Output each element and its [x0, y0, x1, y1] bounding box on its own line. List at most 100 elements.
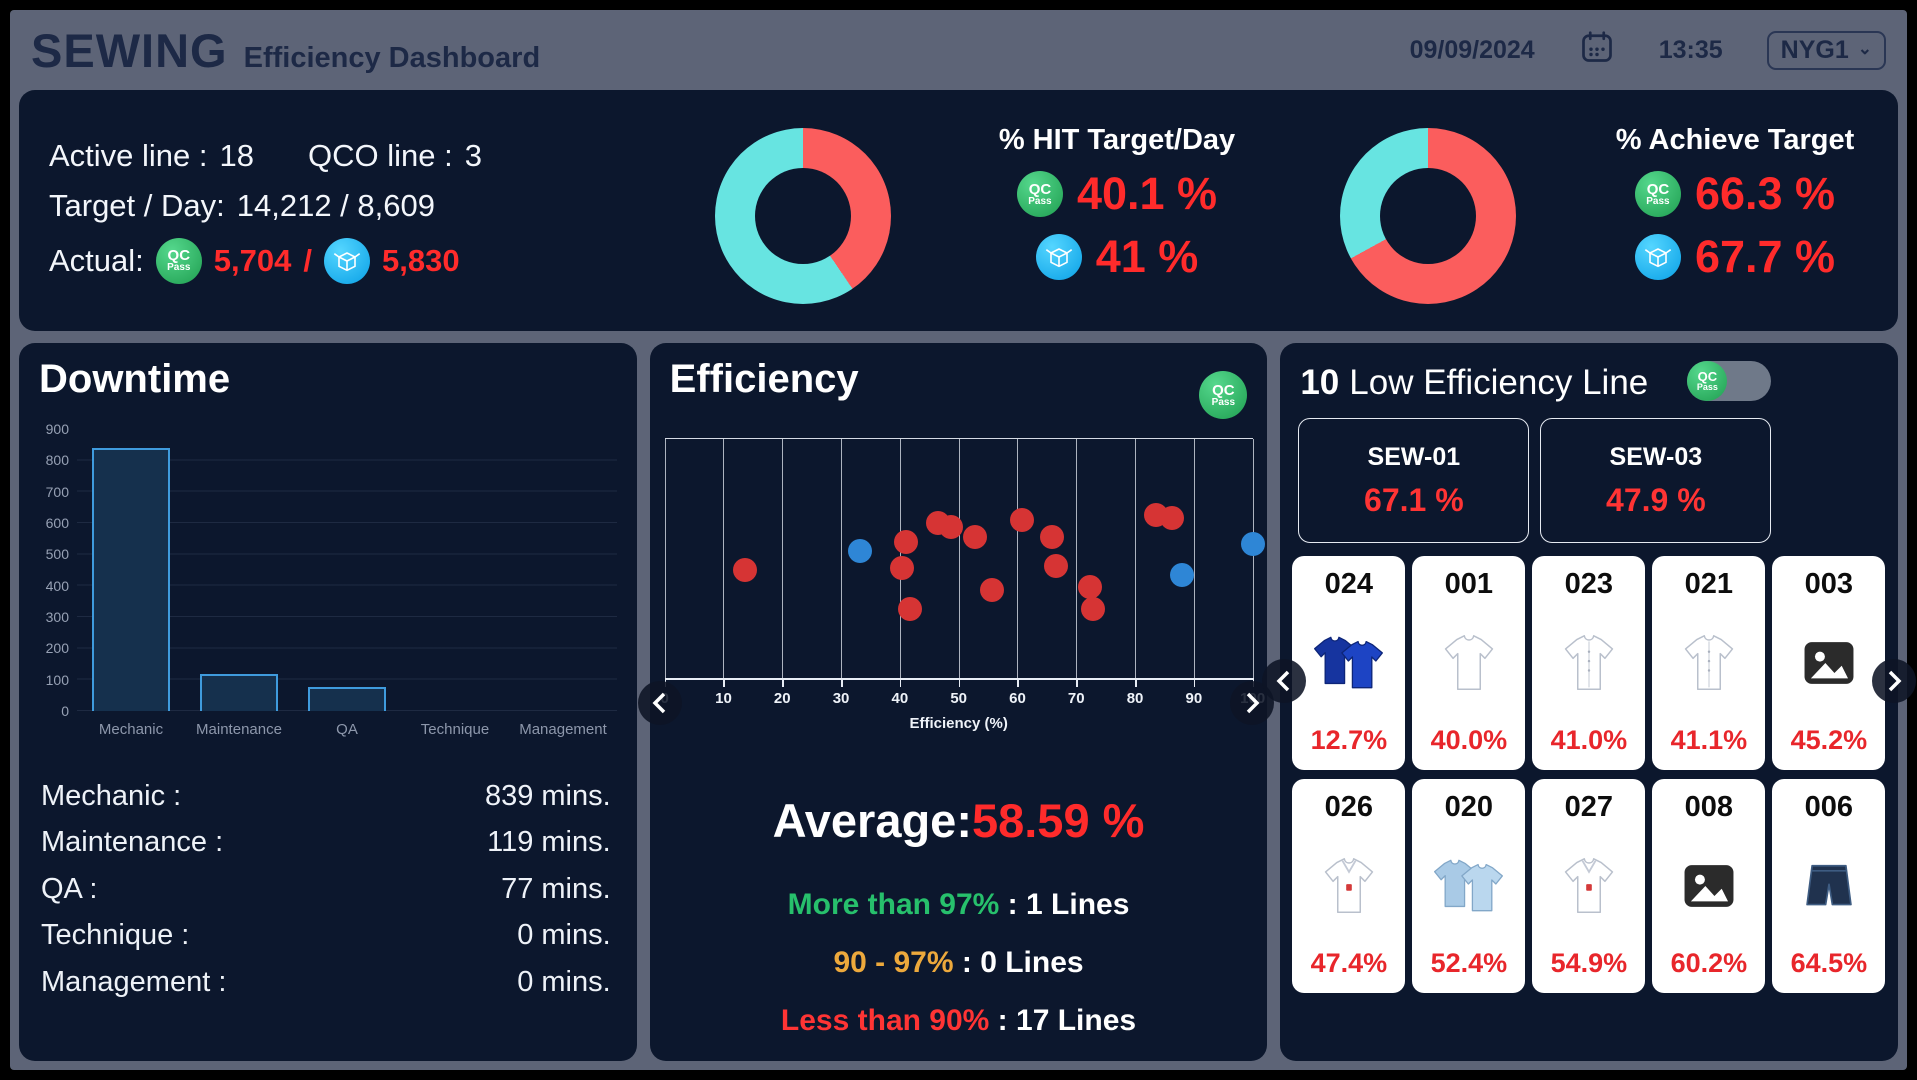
style-card-020[interactable]: 020 52.4%	[1412, 779, 1526, 993]
style-card-024[interactable]: 024 12.7%	[1292, 556, 1406, 770]
hit-qc-row: QC Pass 40.1 %	[1016, 168, 1218, 220]
active-lines-row: Active line : 18 QCO line : 3	[49, 138, 482, 174]
low-efficiency-panel: 10 Low Efficiency Line QC Pass SEW-01 67.1…	[1262, 343, 1917, 1061]
downtime-title: Downtime	[39, 357, 231, 401]
hit-qc-value: 40.1 %	[1076, 168, 1218, 219]
style-efficiency: 41.1%	[1670, 725, 1748, 755]
style-card-001[interactable]: 001 40.0%	[1412, 556, 1526, 770]
downtime-row: Management : 0 mins.	[41, 959, 611, 1006]
bottom-row: Downtime 0 100 200 300 400 500 600 700 800 900 Me…	[19, 343, 1917, 1061]
style-efficiency: 41.0%	[1550, 725, 1628, 755]
style-code: 006	[1804, 791, 1854, 823]
achieve-target-title: % Achieve Target	[1615, 124, 1855, 156]
low-efficiency-count: 10	[1300, 363, 1340, 402]
style-card-008[interactable]: 008 60.2%	[1652, 779, 1766, 993]
scroll-left-button[interactable]	[637, 681, 682, 725]
downtime-row-label: QA :	[41, 872, 98, 905]
x-tick-label: 20	[773, 690, 791, 707]
gridline	[664, 439, 666, 678]
style-efficiency: 40.0%	[1430, 725, 1508, 755]
brand: SEWING Efficiency Dashboard	[31, 23, 540, 78]
downtime-row-value: 77 mins.	[501, 872, 611, 905]
efficiency-title: Efficiency	[669, 357, 859, 401]
carousel-right-button[interactable]	[1872, 659, 1917, 703]
achieve-qc-value: 66.3 %	[1694, 168, 1836, 219]
style-code: 023	[1564, 568, 1614, 600]
garment-icon	[1318, 824, 1380, 948]
qc-pass-icon: QC Pass	[155, 237, 202, 284]
package-icon	[1634, 234, 1681, 280]
average-label: Average:	[772, 794, 972, 847]
gridline	[1252, 439, 1254, 678]
scatter-point-lines	[898, 596, 923, 621]
garment-icon	[1558, 824, 1620, 948]
sew-line-value: 47.9 %	[1606, 481, 1706, 518]
garment-icon	[1558, 601, 1620, 725]
chevron-down-icon: ⌄	[1857, 38, 1872, 58]
x-tick-label: Mechanic	[98, 721, 164, 738]
package-icon	[323, 237, 370, 284]
threshold-label: 90 - 97%	[833, 946, 954, 979]
y-tick-label: 500	[45, 546, 69, 563]
downtime-bar	[91, 448, 171, 711]
style-card-003[interactable]: 003 45.2%	[1772, 556, 1886, 770]
gridline	[1076, 439, 1078, 678]
actual-qc-value: 5,704	[213, 242, 292, 278]
x-tick-label: 30	[832, 690, 850, 707]
qc-pass-toggle[interactable]: QC Pass	[1687, 361, 1772, 401]
threshold-sep: :	[999, 888, 1027, 921]
low-efficiency-header: 10 Low Efficiency Line	[1300, 363, 1648, 403]
style-code: 024	[1324, 568, 1374, 600]
garment-icon	[1800, 824, 1858, 948]
sew-line-card: SEW-01 67.1 %	[1298, 418, 1530, 543]
time-display: 13:35	[1658, 35, 1723, 64]
style-efficiency: 64.5%	[1790, 948, 1868, 978]
carousel-left-button[interactable]	[1262, 659, 1307, 703]
downtime-row: Technique : 0 mins.	[41, 913, 611, 960]
threshold-above-97: More than 97% : 1 Lines	[650, 888, 1268, 922]
target-row: Target / Day: 14,212 / 8,609	[49, 188, 482, 224]
downtime-plot-area	[77, 429, 617, 711]
style-efficiency: 45.2%	[1790, 725, 1868, 755]
qc-pass-badge: QC Pass	[1199, 371, 1248, 419]
x-tick-label: QA	[336, 721, 358, 738]
y-tick-label: 600	[45, 514, 69, 531]
qc-pass-icon: QC Pass	[1634, 171, 1681, 217]
qc-pass-toggle-knob: QC Pass	[1687, 361, 1728, 401]
summary-panel: Active line : 18 QCO line : 3 Target / D…	[19, 90, 1898, 331]
x-tick-label: 10	[715, 690, 732, 707]
site-select[interactable]: NYG1 ⌄	[1766, 30, 1886, 70]
tick-mark	[841, 678, 843, 687]
style-card-023[interactable]: 023 41.0%	[1532, 556, 1646, 770]
scatter-point-lines	[890, 556, 915, 581]
style-card-006[interactable]: 006 64.5%	[1772, 779, 1886, 993]
style-card-027[interactable]: 027 54.9%	[1532, 779, 1646, 993]
average-efficiency: Average:58.59 %	[650, 793, 1268, 848]
gridline	[723, 439, 725, 678]
tick-mark	[958, 678, 961, 687]
style-card-021[interactable]: 021 41.1%	[1652, 556, 1766, 770]
scatter-point-qco-lines	[847, 539, 872, 564]
tick-mark	[782, 678, 784, 687]
hit-target-metric: % HIT Target/Day QC Pass 40.1 % 41 %	[957, 124, 1277, 283]
calendar-icon[interactable]	[1579, 29, 1615, 72]
garment-icon	[1678, 601, 1740, 725]
style-card-026[interactable]: 026 47.4%	[1292, 779, 1406, 993]
site-select-value: NYG1	[1780, 35, 1849, 64]
scatter-point-lines	[1077, 575, 1102, 600]
downtime-row-value: 839 mins.	[484, 779, 611, 812]
qc-pass-icon: QC Pass	[1016, 171, 1063, 217]
x-tick-label: 90	[1185, 690, 1203, 707]
x-tick-label: Maintenance	[196, 721, 282, 738]
style-cards-grid: 024 12.7% 001 40.0% 023 41.0% 021 41.1% 003 45.2%…	[1292, 556, 1888, 993]
downtime-row-label: Maintenance :	[41, 826, 224, 859]
style-efficiency: 54.9%	[1550, 948, 1628, 978]
downtime-y-axis: 0 100 200 300 400 500 600 700 800 900	[29, 421, 69, 719]
x-tick-label: 40	[891, 690, 909, 707]
target-value: 14,212 / 8,609	[236, 187, 435, 223]
downtime-bar	[307, 686, 387, 711]
y-tick-label: 200	[45, 640, 69, 657]
tick-mark	[1076, 678, 1078, 687]
downtime-row-value: 0 mins.	[517, 965, 611, 998]
threshold-sep: :	[953, 946, 981, 979]
